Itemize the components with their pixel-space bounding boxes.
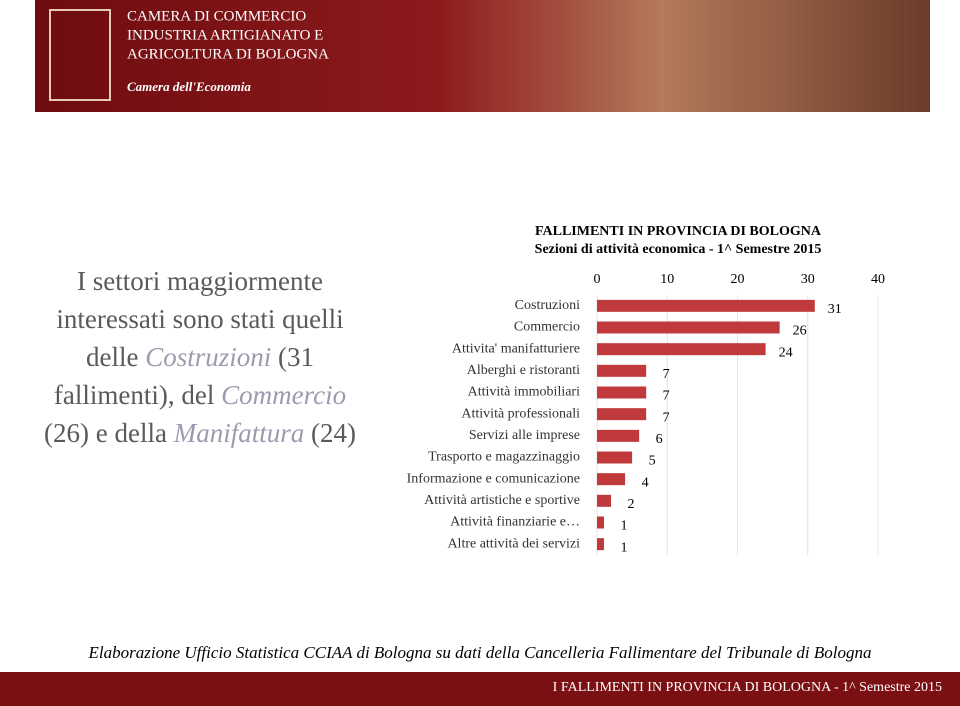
logo-line: INDUSTRIA ARTIGIANATO E [127, 27, 323, 43]
bar [597, 429, 640, 442]
y-tick-label: Attività artistiche e sportive [424, 493, 580, 508]
bar [597, 494, 612, 507]
x-tick-label: 20 [731, 272, 745, 287]
bar [597, 538, 605, 551]
logo-line: CAMERA DI COMMERCIO [127, 8, 306, 24]
bar [597, 386, 647, 399]
value-label: 1 [621, 519, 628, 534]
y-tick-label: Attivita' manifatturiere [452, 341, 580, 356]
y-tick-label: Attività professionali [461, 406, 580, 421]
bar [597, 451, 633, 464]
x-tick-label: 30 [801, 272, 815, 287]
text: (26) e della [44, 418, 174, 448]
footer-band: I FALLIMENTI IN PROVINCIA DI BOLOGNA - 1… [0, 672, 960, 706]
y-tick-label: Costruzioni [515, 298, 580, 313]
x-tick-label: 40 [871, 272, 885, 287]
value-label: 26 [793, 324, 807, 339]
bar [597, 299, 815, 312]
y-tick-label: Commercio [514, 320, 580, 335]
y-tick-label: Attività finanziarie e… [450, 515, 580, 530]
text: (24) [304, 418, 356, 448]
y-tick-label: Trasporto e magazzinaggio [428, 450, 580, 465]
logo-icon [49, 9, 111, 101]
bar [597, 364, 647, 377]
y-tick-label: Altre attività dei servizi [447, 536, 580, 551]
chart-subtitle: Sezioni di attività economica - 1^ Semes… [535, 242, 822, 257]
y-tick-label: Alberghi e ristoranti [467, 363, 580, 378]
emphasis: Commercio [221, 380, 347, 410]
bar [597, 516, 605, 529]
value-label: 7 [663, 389, 670, 404]
chart: FALLIMENTI IN PROVINCIA DI BOLOGNA Sezio… [407, 224, 885, 555]
bar [597, 343, 766, 356]
value-label: 4 [642, 475, 649, 490]
emphasis: Manifattura [173, 418, 305, 448]
emphasis: Costruzioni [145, 342, 272, 372]
source-note: Elaborazione Ufficio Statistica CCIAA di… [88, 643, 872, 662]
value-label: 24 [779, 345, 793, 360]
text: I settori maggiormente interessati sono … [56, 266, 344, 372]
banner-image [35, 0, 930, 112]
value-label: 31 [828, 302, 842, 317]
x-tick-label: 10 [660, 272, 674, 287]
bar [597, 473, 626, 486]
value-label: 7 [663, 410, 670, 425]
text: (31 fallimenti), del [53, 342, 315, 410]
value-label: 1 [621, 540, 628, 555]
value-label: 6 [656, 432, 663, 447]
footer-text: I FALLIMENTI IN PROVINCIA DI BOLOGNA - 1… [552, 680, 942, 695]
bar [597, 321, 780, 334]
y-tick-label: Informazione e comunicazione [407, 471, 580, 486]
bar [597, 408, 647, 421]
header-banner: CAMERA DI COMMERCIO INDUSTRIA ARTIGIANAT… [35, 0, 930, 112]
x-tick-label: 0 [594, 272, 601, 287]
logo-subtitle: Camera dell'Economia [127, 79, 251, 94]
y-tick-label: Servizi alle imprese [469, 428, 580, 443]
value-label: 5 [649, 454, 656, 469]
value-label: 7 [663, 367, 670, 382]
y-tick-label: Attività immobiliari [468, 385, 580, 400]
logo-line: AGRICOLTURA DI BOLOGNA [127, 46, 329, 62]
intro-text: I settori maggiormente interessati sono … [40, 262, 360, 452]
value-label: 2 [628, 497, 635, 512]
chart-title: FALLIMENTI IN PROVINCIA DI BOLOGNA [535, 224, 822, 239]
